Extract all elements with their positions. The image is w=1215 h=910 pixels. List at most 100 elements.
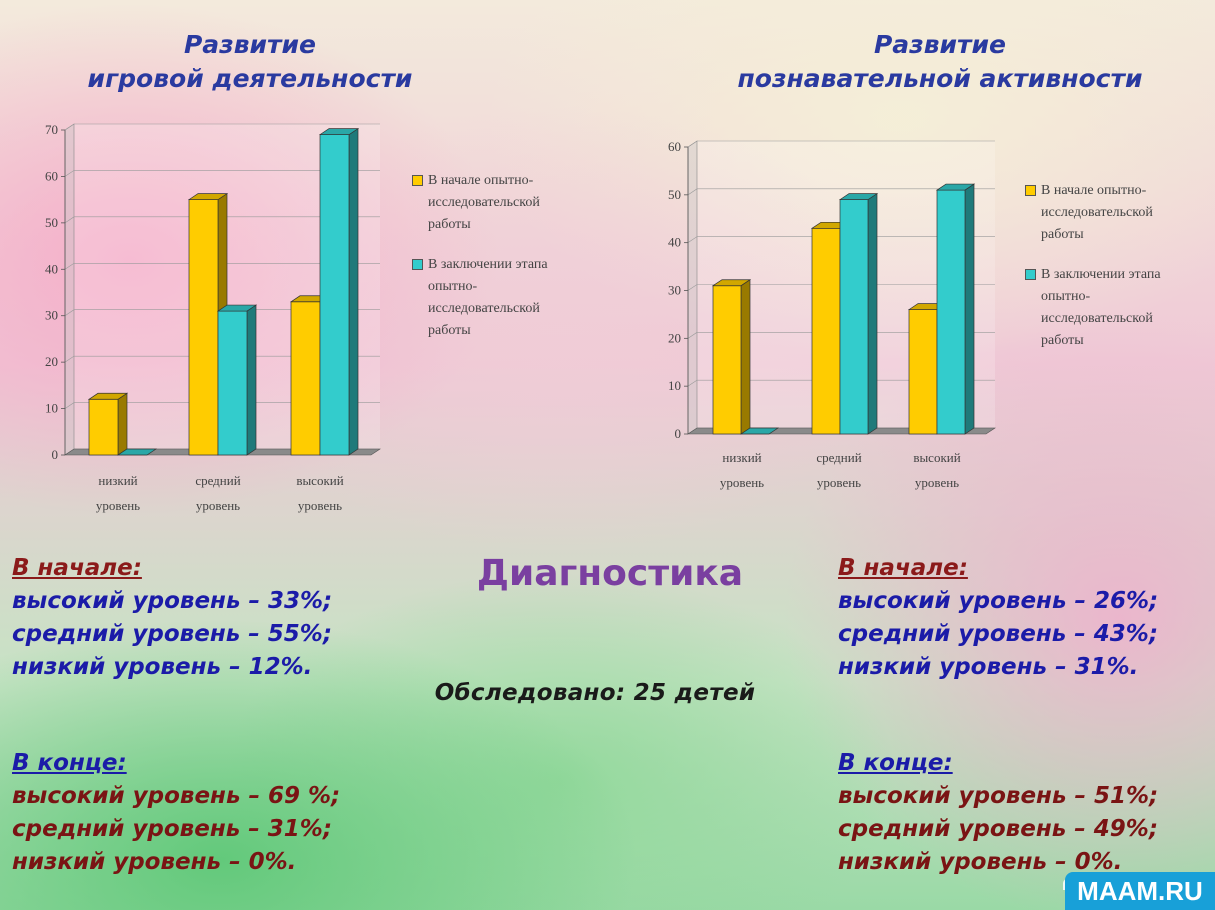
chart1-y-tick-label-7: 70 xyxy=(45,122,58,137)
chart1-y-tick-label-0: 0 xyxy=(52,447,59,462)
chart-2-legend-end-line-2: опытно- xyxy=(1041,289,1091,304)
chart1-gridline-4 xyxy=(64,262,380,270)
chart1-gridline-3 xyxy=(64,309,380,316)
chart1-gridline-6 xyxy=(64,170,380,177)
chart-1-legend-end-line-1: В заключении этапа xyxy=(428,257,548,272)
chart1-gridline-2 xyxy=(64,355,380,363)
right-end-line-3: низкий уровень – 0%. xyxy=(838,849,1123,875)
left-start-block: В начале: высокий уровень – 33%; средний… xyxy=(12,552,332,684)
chart-1-legend-end-line-4: работы xyxy=(428,323,471,338)
chart-1-legend-swatch-end xyxy=(412,259,423,270)
chart2-y-tick-label-0: 0 xyxy=(675,426,682,441)
chart-2-legend-end-line-4: работы xyxy=(1041,333,1084,348)
left-start-line-3: низкий уровень – 12%. xyxy=(12,654,313,680)
left-end-line-1: высокий уровень – 69 %; xyxy=(12,783,341,809)
chart2-x-label-0-1: уровень xyxy=(720,475,764,490)
right-end-block: В конце: высокий уровень – 51%; средний … xyxy=(838,747,1158,879)
left-start-line-2: средний уровень – 55%; xyxy=(12,621,333,647)
chart1-x-label-2-0: высокий xyxy=(296,473,343,488)
chart1-x-label-0-0: низкий xyxy=(98,473,137,488)
chart-2-legend-end-line-1: В заключении этапа xyxy=(1041,267,1161,282)
chart2-x-label-1-0: средний xyxy=(816,450,861,465)
left-end-line-2: средний уровень – 31%; xyxy=(12,816,333,842)
chart1-bar-0-1 xyxy=(116,448,158,456)
chart1-y-tick-label-2: 20 xyxy=(45,354,58,369)
chart-1-title: Развитие игровой деятельности xyxy=(45,28,455,96)
right-start-line-1: высокий уровень – 26%; xyxy=(838,588,1159,614)
chart-1-legend-start-line-3: работы xyxy=(428,217,471,232)
chart-1-legend-end-line-3: исследовательской xyxy=(428,301,540,316)
chart-1-legend-item-end: В заключении этапа опытно- исследователь… xyxy=(412,254,602,342)
chart1-x-label-2-1: уровень xyxy=(298,498,342,513)
left-end-block: В конце: высокий уровень – 69 %; средний… xyxy=(12,747,340,879)
chart1-y-tick-label-1: 10 xyxy=(45,401,58,416)
chart1-bar-1-1 xyxy=(216,304,258,456)
chart2-y-tick-label-1: 10 xyxy=(668,378,681,393)
chart-1-legend-swatch-start xyxy=(412,175,423,186)
chart-2-legend-start-line-2: исследовательской xyxy=(1041,205,1153,220)
chart1-bar-0-0 xyxy=(87,392,129,456)
right-start-heading: В начале: xyxy=(838,555,968,581)
right-end-heading: В конце: xyxy=(838,750,953,776)
chart1-x-label-0-1: уровень xyxy=(96,498,140,513)
chart2-y-tick-label-3: 30 xyxy=(668,283,681,298)
chart1-gridline-7 xyxy=(64,123,380,131)
chart-2-title-line-1: Развитие xyxy=(873,30,1007,59)
chart-1-legend-start-line-2: исследовательской xyxy=(428,195,540,210)
chart1-bar-2-1 xyxy=(318,127,360,456)
chart2-y-tick-label-4: 40 xyxy=(668,235,681,250)
chart-2-legend-item-start: В начале опытно- исследовательской работ… xyxy=(1025,180,1210,246)
chart-2-legend-swatch-end xyxy=(1025,269,1036,280)
chart-1-legend-start-line-1: В начале опытно- xyxy=(428,173,534,188)
chart1-gridline-5 xyxy=(64,216,380,224)
chart-2-legend: В начале опытно- исследовательской работ… xyxy=(1025,180,1210,364)
right-end-line-1: высокий уровень – 51%; xyxy=(838,783,1159,809)
left-start-heading: В начале: xyxy=(12,555,142,581)
chart-2-legend-item-end: В заключении этапа опытно- исследователь… xyxy=(1025,264,1210,352)
chart2-gridline-6 xyxy=(687,140,995,148)
chart-1-title-line-2: игровой деятельности xyxy=(87,64,413,93)
chart2-gridline-2 xyxy=(687,332,995,339)
chart2-bar-1-1 xyxy=(838,192,879,435)
left-end-heading: В конце: xyxy=(12,750,127,776)
chart-1-title-line-1: Развитие xyxy=(183,30,317,59)
chart1-y-tick-label-3: 30 xyxy=(45,308,58,323)
chart1-y-tick-label-6: 60 xyxy=(45,168,58,183)
chart-2-legend-start-line-3: работы xyxy=(1041,227,1084,242)
chart2-y-tick-label-5: 50 xyxy=(668,187,681,202)
right-end-line-2: средний уровень – 49%; xyxy=(838,816,1159,842)
left-start-line-1: высокий уровень – 33%; xyxy=(12,588,333,614)
chart2-y-tick-label-2: 20 xyxy=(668,330,681,345)
right-start-line-2: средний уровень – 43%; xyxy=(838,621,1159,647)
chart-2-title-line-2: познавательной активности xyxy=(737,64,1143,93)
examined-count: Обследовано: 25 детей xyxy=(434,680,756,706)
chart1-x-label-1-1: уровень xyxy=(196,498,240,513)
chart2-x-label-2-0: высокий xyxy=(913,450,960,465)
chart2-bar-2-1 xyxy=(935,183,976,435)
chart-2-legend-end-line-3: исследовательской xyxy=(1041,311,1153,326)
chart-2-legend-swatch-start xyxy=(1025,185,1036,196)
chart2-gridline-1 xyxy=(687,379,995,387)
chart2-x-label-0-0: низкий xyxy=(722,450,761,465)
chart2-x-label-2-1: уровень xyxy=(915,475,959,490)
left-end-line-3: низкий уровень – 0%. xyxy=(12,849,297,875)
chart2-y-tick-label-6: 60 xyxy=(668,139,681,154)
chart2-gridline-5 xyxy=(687,188,995,196)
diagnostics-title: Диагностика xyxy=(476,553,744,594)
chart2-gridline-3 xyxy=(687,284,995,291)
chart-1-legend-item-start: В начале опытно- исследовательской работ… xyxy=(412,170,602,236)
chart2-x-label-1-1: уровень xyxy=(817,475,861,490)
right-start-line-3: низкий уровень – 31%. xyxy=(838,654,1139,680)
chart-2-legend-start-line-1: В начале опытно- xyxy=(1041,183,1147,198)
chart2-gridline-4 xyxy=(687,236,995,243)
chart2-bar-0-0 xyxy=(711,279,752,435)
chart1-gridline-1 xyxy=(64,402,380,409)
chart2-bar-0-1 xyxy=(739,427,780,435)
chart1-y-tick-label-5: 50 xyxy=(45,215,58,230)
maam-logo-badge[interactable]: MAAM.RU xyxy=(1065,872,1215,910)
chart-2-title: Развитие познавательной активности xyxy=(690,28,1190,96)
chart1-x-label-1-0: средний xyxy=(195,473,240,488)
chart1-y-tick-label-4: 40 xyxy=(45,261,58,276)
